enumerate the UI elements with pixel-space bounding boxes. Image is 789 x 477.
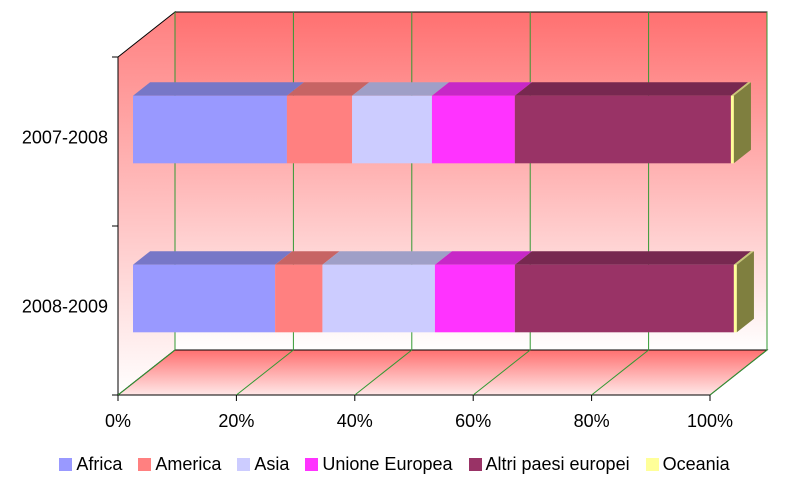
x-tick-label: 0%	[105, 411, 131, 431]
x-tick-label: 20%	[218, 411, 254, 431]
axis-ticks	[112, 56, 711, 401]
legend-item: Altri paesi europei	[468, 453, 630, 475]
gridline	[472, 349, 531, 396]
bar	[431, 95, 515, 164]
bar-group	[133, 82, 754, 333]
legend-item: Oceania	[645, 453, 730, 475]
bar	[133, 95, 287, 164]
bar-side	[736, 251, 754, 333]
bar	[352, 95, 432, 164]
legend-item: America	[138, 454, 221, 475]
legend-swatch	[138, 457, 152, 471]
legend-label: Altri paesi europei	[485, 453, 630, 474]
bar	[275, 264, 323, 333]
y-axis-tick-labels: 2008-2009 2007-2008	[22, 128, 108, 317]
legend: Africa America Asia Unione Europea Altri pae…	[0, 452, 789, 476]
legend-swatch	[645, 457, 659, 471]
bar-top	[286, 82, 370, 96]
gridline	[591, 349, 649, 396]
legend-label: Oceania	[662, 453, 730, 474]
legend-swatch	[305, 457, 319, 471]
bar-top	[275, 251, 340, 265]
x-tick-label: 60%	[455, 411, 491, 431]
bar	[514, 95, 731, 164]
x-tick-label: 40%	[337, 411, 373, 431]
gridline	[236, 349, 294, 396]
bar-top	[730, 82, 751, 96]
bar-top	[133, 82, 305, 96]
bar-side	[733, 82, 751, 164]
chart-walls	[116, 10, 769, 397]
bar-top	[514, 251, 751, 265]
gridline	[117, 349, 176, 396]
legend-item: Africa	[59, 454, 122, 475]
legend-label: Asia	[254, 453, 290, 474]
legend-item: Unione Europea	[305, 453, 453, 475]
bar	[733, 264, 737, 333]
bar-top	[434, 251, 532, 265]
legend-item: Asia	[237, 454, 289, 475]
bar-top	[322, 251, 453, 265]
bar	[730, 95, 734, 164]
bar	[514, 264, 734, 333]
bar	[322, 264, 435, 333]
y-tick-label: 2008-2009	[22, 297, 108, 317]
bar-top	[352, 82, 450, 96]
side-wall	[117, 10, 176, 397]
x-tick-label: 100%	[687, 411, 733, 431]
bar-top	[133, 251, 293, 265]
gridline	[354, 349, 413, 396]
legend-swatch	[237, 457, 251, 471]
legend-label: Unione Europea	[322, 453, 453, 474]
x-axis-tick-labels: 0% 20% 40% 60% 80% 100%	[105, 411, 733, 431]
y-tick-label: 2007-2008	[22, 128, 108, 148]
floor	[116, 349, 769, 396]
legend-swatch	[468, 457, 482, 471]
bar	[434, 264, 515, 333]
x-tick-label: 80%	[574, 411, 610, 431]
legend-swatch	[59, 457, 73, 471]
bar	[133, 264, 276, 333]
bar	[286, 95, 353, 164]
legend-label: Africa	[76, 453, 123, 474]
gridline	[709, 349, 768, 396]
bar-top	[514, 82, 749, 96]
legend-label: America	[155, 453, 222, 474]
bar-top	[733, 251, 754, 265]
bar-top	[431, 82, 532, 96]
